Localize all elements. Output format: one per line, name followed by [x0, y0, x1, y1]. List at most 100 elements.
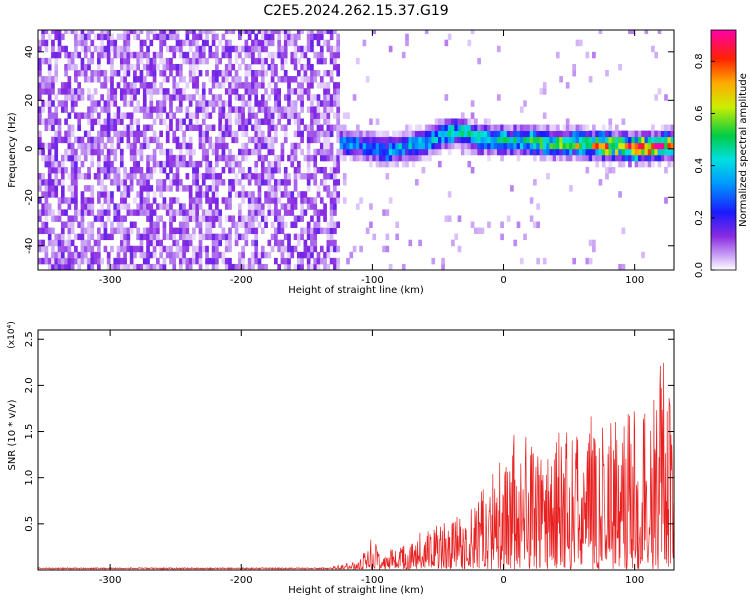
heatmap-cell: [195, 215, 200, 222]
heatmap-cell: [316, 257, 321, 265]
heatmap-cell: [254, 166, 259, 174]
heatmap-cell: [359, 245, 363, 253]
heatmap-cell: [270, 245, 275, 253]
heatmap-cell: [83, 209, 88, 216]
heatmap-cell: [93, 45, 98, 53]
heatmap-cell: [100, 136, 104, 144]
heatmap-cell: [359, 142, 363, 150]
heatmap-cell: [38, 63, 42, 71]
heatmap-cell: [611, 136, 616, 144]
heatmap-cell: [116, 112, 121, 119]
heatmap-cell: [264, 179, 268, 186]
heatmap-cell: [175, 30, 180, 35]
heatmap-cell: [254, 33, 259, 41]
heatmap-cell: [146, 209, 150, 216]
heatmap-cell: [113, 70, 118, 77]
heatmap-cell: [182, 51, 186, 59]
heatmap-cell: [215, 82, 219, 89]
heatmap-cell: [195, 63, 200, 71]
heatmap-cell: [234, 233, 239, 241]
heatmap-cell: [372, 233, 377, 241]
heatmap-cell: [237, 63, 242, 71]
heatmap-cell: [195, 124, 200, 132]
y-tick-label: -40: [24, 238, 35, 254]
heatmap-cell: [228, 239, 232, 247]
heatmap-cell: [306, 39, 311, 47]
heatmap-cell: [336, 33, 341, 41]
heatmap-cell: [270, 118, 275, 125]
heatmap-cell: [162, 160, 167, 168]
heatmap-cell: [211, 215, 216, 222]
heatmap-cell: [283, 136, 288, 144]
heatmap-cell: [326, 173, 331, 180]
heatmap-cell: [38, 112, 42, 119]
heatmap-cell: [64, 263, 68, 270]
heatmap-cell: [274, 130, 278, 138]
heatmap-cell: [260, 45, 265, 53]
heatmap-cell: [159, 179, 163, 186]
heatmap-cell: [67, 88, 72, 95]
heatmap-cell: [467, 118, 472, 125]
heatmap-cell: [67, 251, 72, 259]
heatmap-cell: [631, 142, 636, 150]
colorbar-tick-label: 0.2: [694, 210, 705, 226]
heatmap-cell: [77, 118, 82, 125]
heatmap-cell: [175, 239, 180, 247]
heatmap-cell: [356, 142, 360, 150]
heatmap-cell: [631, 30, 636, 35]
heatmap-cell: [97, 191, 101, 198]
heatmap-cell: [359, 154, 363, 162]
heatmap-cell: [319, 257, 324, 265]
heatmap-cell: [310, 70, 314, 77]
heatmap-cell: [618, 130, 622, 138]
heatmap-cell: [165, 124, 170, 132]
heatmap-cell: [657, 160, 662, 168]
heatmap-cell: [231, 166, 236, 174]
heatmap-cell: [38, 94, 42, 101]
heatmap-cell: [428, 136, 432, 144]
heatmap-cell: [565, 154, 570, 162]
heatmap-cell: [293, 245, 298, 253]
heatmap-cell: [221, 148, 226, 156]
heatmap-cell: [444, 94, 449, 101]
heatmap-cell: [231, 136, 236, 144]
heatmap-cell: [408, 142, 413, 150]
heatmap-cell: [178, 100, 183, 107]
snr-x-ticks: -300 -200 -100 0 100: [99, 330, 644, 586]
heatmap-cell: [470, 100, 475, 107]
heatmap-cell: [126, 112, 131, 119]
heatmap-cell: [234, 51, 239, 59]
heatmap-cell: [618, 160, 622, 168]
heatmap-cell: [74, 203, 78, 210]
heatmap-cell: [185, 185, 190, 192]
heatmap-cell: [228, 57, 232, 65]
heatmap-cell: [319, 179, 324, 186]
heatmap-cell: [578, 124, 583, 132]
heatmap-cell: [47, 57, 52, 65]
heatmap-cell: [533, 124, 537, 132]
heatmap-cell: [182, 251, 186, 259]
heatmap-cell: [231, 215, 236, 222]
heatmap-cell: [319, 227, 324, 235]
heatmap-cell: [329, 130, 334, 138]
heatmap-cell: [38, 106, 42, 113]
heatmap-cell: [205, 251, 209, 259]
heatmap-cell: [136, 76, 141, 83]
heatmap-cell: [237, 166, 242, 174]
heatmap-cell: [277, 39, 281, 47]
heatmap-cell: [264, 33, 268, 41]
heatmap-cell: [585, 130, 590, 138]
heatmap-cell: [218, 118, 222, 125]
heatmap-cell: [329, 148, 334, 156]
heatmap-cell: [523, 148, 527, 156]
heatmap-cell: [306, 227, 311, 235]
heatmap-cell: [274, 166, 278, 174]
heatmap-cell: [565, 124, 570, 132]
heatmap-cell: [205, 124, 209, 132]
heatmap-cell: [80, 63, 85, 71]
heatmap-cell: [77, 70, 82, 77]
heatmap-cell: [47, 185, 52, 192]
heatmap-cell: [326, 185, 331, 192]
heatmap-cell: [434, 130, 439, 138]
heatmap-cell: [110, 45, 114, 53]
